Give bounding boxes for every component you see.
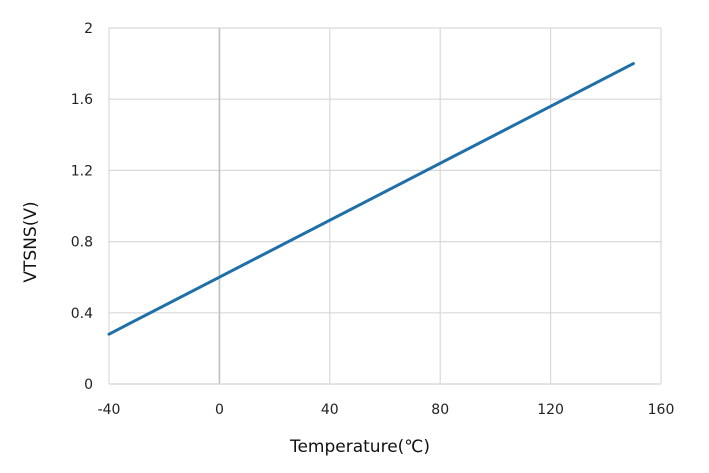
y-tick-label: 0 [84,377,93,393]
x-tick-labels: -40 0 40 80 120 160 [98,402,675,418]
x-axis-title: Temperature(℃) [289,437,430,457]
y-gridlines [109,27,661,385]
y-tick-label: 0.8 [71,235,93,251]
x-tick-label: -40 [98,402,121,418]
y-tick-label: 1.2 [71,163,93,179]
y-axis-title: VTSNS(V) [21,201,41,282]
x-tick-label: 160 [648,402,675,418]
y-tick-labels: 0 0.4 0.8 1.2 1.6 2 [71,21,93,393]
y-tick-label: 2 [84,21,93,37]
y-tick-label: 0.4 [71,306,93,322]
y-tick-label: 1.6 [71,92,93,108]
x-tick-label: 40 [321,402,339,418]
x-tick-label: 0 [215,402,224,418]
series-layer [107,62,635,336]
series-line [107,62,635,336]
x-gridlines [108,28,662,385]
x-tick-label: 120 [537,402,564,418]
x-tick-label: 80 [431,402,449,418]
